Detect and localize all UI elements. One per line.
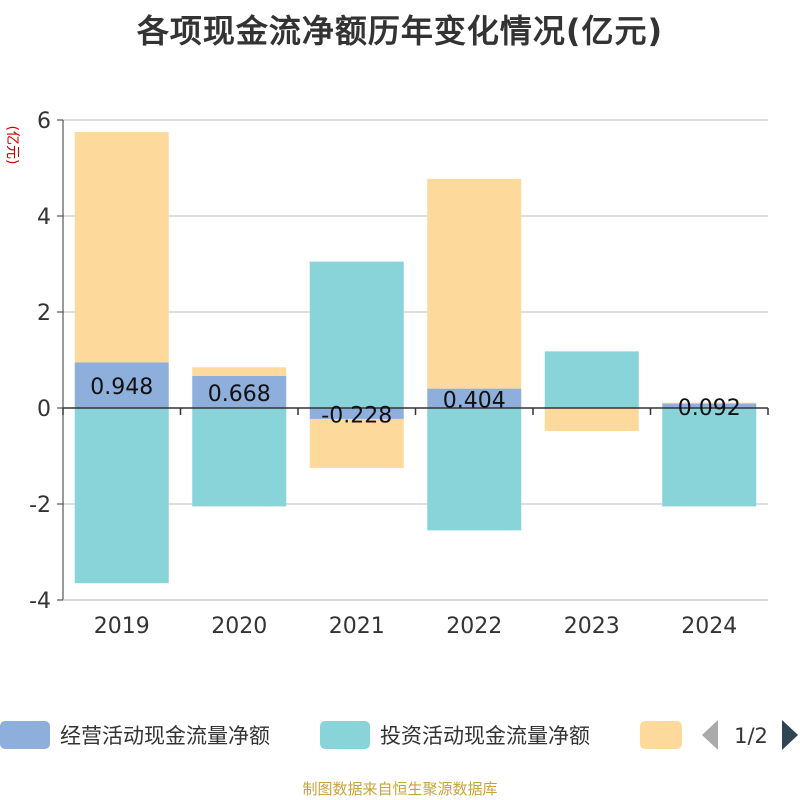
legend-swatch[interactable] (640, 721, 682, 749)
bar-series-1-2022 (427, 408, 522, 531)
bar-series-0-2019 (74, 362, 169, 408)
legend-label[interactable]: 投资活动现金流量净额 (380, 724, 590, 748)
bar-series-0-2024 (662, 403, 757, 408)
bar-series-1-2021 (309, 261, 404, 408)
bar-series-1-2024 (662, 408, 757, 507)
legend-prev-icon[interactable] (702, 720, 718, 750)
x-tick-label: 2019 (94, 614, 150, 639)
bar-series-0-2021 (309, 408, 404, 419)
bar-series-2-2021 (309, 418, 404, 468)
y-tick-label: -4 (29, 589, 51, 614)
data-label: 0.948 (90, 375, 153, 400)
bar-series-2-2023 (544, 408, 639, 432)
footer-source: 制图数据来自恒生聚源数据库 (302, 780, 498, 798)
bar-series-0-2022 (427, 388, 522, 408)
bar-series-2-2020 (192, 367, 287, 376)
bar-series-0-2020 (192, 375, 287, 408)
x-tick-label: 2020 (211, 614, 267, 639)
legend-next-icon[interactable] (782, 720, 798, 750)
legend: 经营活动现金流量净额 投资活动现金流量净额 1/2 (0, 720, 798, 750)
bar-series-1-2020 (192, 408, 287, 507)
legend-swatch[interactable] (0, 721, 50, 749)
data-label: -0.228 (321, 403, 392, 428)
bar-series-1-2023 (544, 351, 639, 408)
data-label: 0.404 (443, 388, 506, 413)
data-labels: 0.948 0.668 -0.228 0.404 0.092 (62, 375, 769, 428)
bar-series-2-2022 (427, 178, 522, 389)
data-label: 0.668 (208, 382, 271, 407)
axes: -4 -2 0 2 4 6 2019 2020 2021 2022 2023 2024 (29, 109, 768, 639)
legend-swatch[interactable] (320, 721, 370, 749)
x-tick-label: 2022 (446, 614, 502, 639)
y-tick-label: -2 (29, 493, 51, 518)
bar-series-2-2024 (662, 402, 757, 404)
chart-title: 各项现金流净额历年变化情况(亿元) (136, 12, 664, 50)
legend-page-indicator: 1/2 (734, 724, 768, 748)
data-label: 0.092 (678, 396, 741, 421)
x-tick-label: 2024 (681, 614, 737, 639)
y-tick-label: 6 (37, 109, 51, 134)
y-tick-label: 4 (37, 205, 51, 230)
y-tick-label: 0 (37, 397, 51, 422)
bar-series-2-2019 (74, 132, 169, 363)
y-tick-label: 2 (37, 301, 51, 326)
x-tick-label: 2021 (329, 614, 385, 639)
bars (74, 132, 757, 584)
legend-label[interactable]: 经营活动现金流量净额 (60, 724, 270, 748)
bar-series-1-2019 (74, 408, 169, 584)
y-axis-label: (亿元) (4, 126, 20, 165)
x-tick-label: 2023 (564, 614, 620, 639)
